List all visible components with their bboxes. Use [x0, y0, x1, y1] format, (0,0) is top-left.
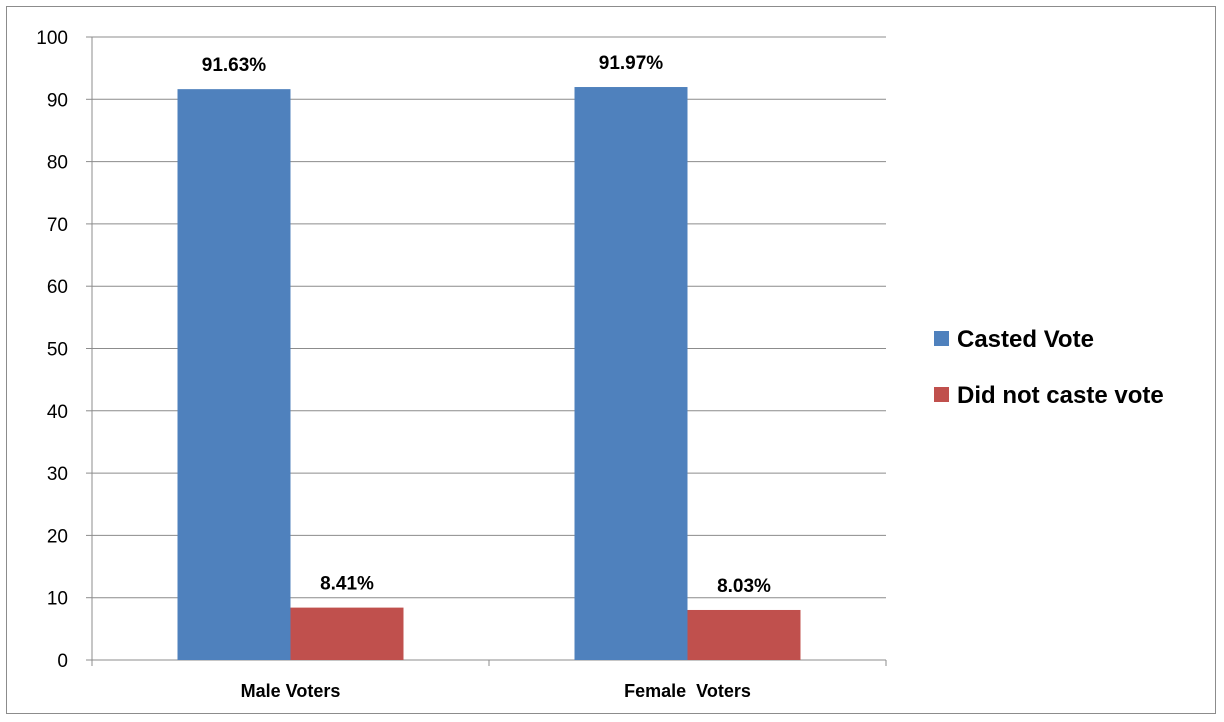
y-tick-label: 40	[47, 402, 68, 423]
data-label: 91.97%	[599, 53, 664, 74]
legend-swatch	[934, 331, 949, 346]
bar-casted-vote	[177, 89, 291, 661]
x-category-label: Female Voters	[624, 681, 751, 701]
y-tick-label: 30	[47, 464, 68, 485]
x-axis: Male Voters Female Voters	[91, 659, 887, 701]
y-tick-label: 20	[47, 526, 68, 547]
x-category-label: Male Voters	[241, 681, 341, 701]
bar-did-not-caste-vote	[687, 609, 801, 660]
data-label: 8.03%	[717, 576, 771, 597]
bars	[177, 87, 801, 661]
y-tick-label: 0	[57, 651, 68, 672]
legend-swatch	[934, 387, 949, 402]
y-axis: 0 10 20 30 40 50 60 70 80 90 100	[36, 28, 93, 672]
y-tick-label: 60	[47, 277, 68, 298]
y-tick-label: 100	[36, 28, 68, 49]
y-tick-label: 10	[47, 589, 68, 610]
y-tick-label: 90	[47, 90, 68, 111]
legend-label: Did not caste vote	[957, 382, 1164, 409]
bar-casted-vote	[574, 87, 688, 660]
y-tick-label: 70	[47, 215, 68, 236]
y-tick-label: 80	[47, 153, 68, 174]
data-label: 91.63%	[202, 55, 267, 76]
data-label: 8.41%	[320, 574, 374, 595]
legend: Casted Vote Did not caste vote	[934, 326, 1164, 409]
y-tick-label: 50	[47, 340, 68, 361]
bar-did-not-caste-vote	[290, 607, 404, 660]
data-labels: 91.63% 8.41% 91.97% 8.03%	[202, 53, 771, 597]
legend-label: Casted Vote	[957, 326, 1094, 353]
